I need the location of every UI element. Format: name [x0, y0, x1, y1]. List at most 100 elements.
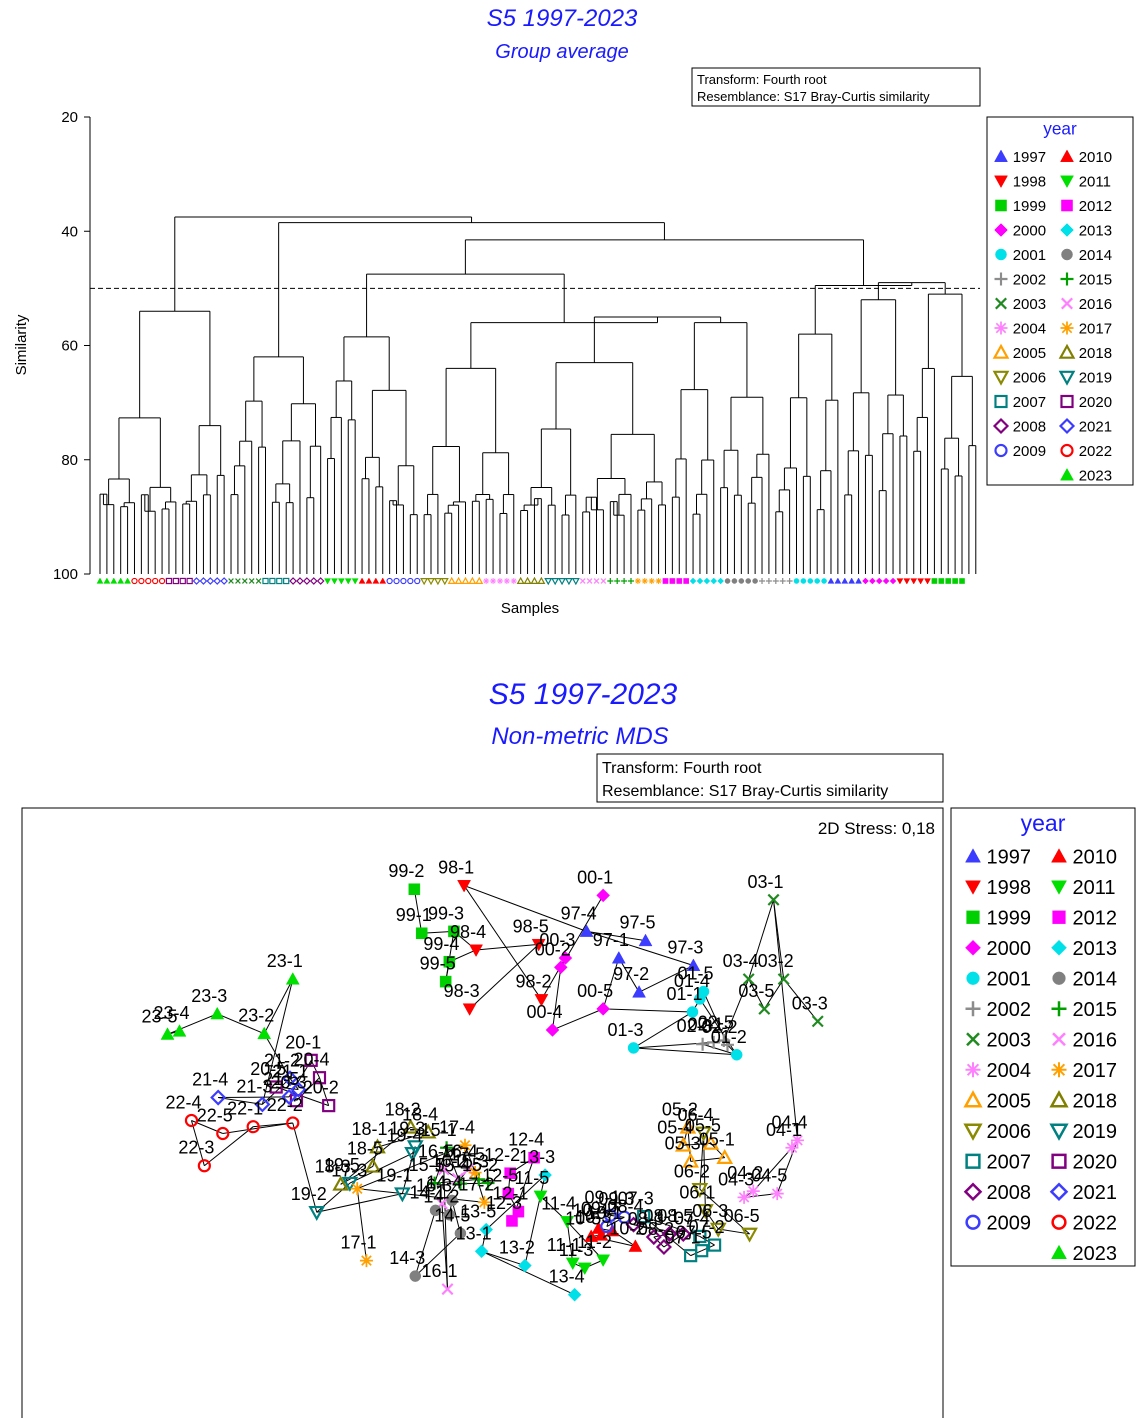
leaf-marker-2002 [779, 578, 786, 584]
point-label: 06-3 [692, 1201, 728, 1221]
point-label: 01-3 [608, 1020, 644, 1040]
legend-marker-2016 [1061, 297, 1073, 310]
point-17-3 [350, 1182, 364, 1196]
point-label: 01-5 [678, 964, 714, 984]
legend-marker-1998 [965, 880, 981, 895]
point-99-4 [443, 955, 456, 968]
point-label: 06-5 [724, 1206, 760, 1226]
leaf-marker-2003 [241, 578, 248, 584]
legend-marker-2003 [966, 1032, 980, 1047]
trajectory-line [653, 1233, 670, 1238]
leaf-marker-2015 [627, 578, 634, 584]
point-label: 17-1 [340, 1233, 376, 1253]
point-98-2 [534, 994, 549, 1007]
leaf-marker-1998 [910, 578, 918, 585]
mds-info-transform: Transform: Fourth root [602, 760, 762, 777]
leaf-marker-2022 [152, 577, 159, 585]
point-label: 10-3 [575, 1207, 611, 1227]
legend-label-2016: 2016 [1073, 1029, 1118, 1051]
trajectory-line [763, 978, 785, 1010]
trajectory-line [340, 1126, 411, 1185]
point-label: 03-4 [723, 951, 759, 971]
point-98-5 [531, 938, 546, 952]
point-label: 97-2 [613, 964, 649, 984]
point-17-1 [359, 1254, 373, 1268]
point-label: 17-3 [331, 1161, 367, 1181]
point-14-3 [409, 1270, 422, 1282]
point-label: 16-3 [416, 1176, 452, 1196]
legend-label-1998: 1998 [1013, 173, 1046, 190]
legend-marker-2005 [992, 343, 1010, 359]
trajectory-line [481, 1250, 575, 1296]
leaf-marker-2016 [586, 578, 593, 584]
point-label: 12-3 [486, 1193, 522, 1213]
point-09-2 [600, 1219, 614, 1234]
leaf-marker-1997 [855, 577, 862, 584]
leaf-marker-2007 [283, 577, 290, 585]
legend-title: year [1021, 810, 1066, 836]
legend-label-2001: 2001 [1013, 247, 1046, 264]
leaf-marker-2019 [551, 577, 560, 586]
legend-marker-2013 [1060, 223, 1074, 237]
point-06-1 [697, 1204, 714, 1220]
legend-marker-2019 [1049, 1123, 1069, 1141]
point-99-2 [408, 883, 421, 895]
legend-label-2019: 2019 [1079, 369, 1112, 386]
point-11-5 [533, 1190, 548, 1204]
point-17-2 [477, 1195, 491, 1209]
leaf-marker-2023 [96, 577, 104, 584]
point-04-2 [746, 1184, 760, 1198]
point-19-4 [404, 1147, 421, 1163]
point-label: 00-3 [539, 930, 575, 950]
legend-label-2021: 2021 [1073, 1182, 1118, 1204]
point-03-2 [777, 973, 790, 986]
trajectory-line [443, 1169, 449, 1290]
point-label: 21-3 [236, 1076, 272, 1096]
point-15-2 [481, 1176, 495, 1190]
point-label: 99-4 [423, 934, 459, 954]
trajectory-line [481, 1250, 526, 1267]
point-18-4 [419, 1123, 437, 1139]
leaf-marker-2019 [544, 577, 553, 586]
legend-label-1998: 1998 [987, 877, 1032, 899]
point-label: 14-3 [389, 1248, 425, 1268]
point-01-2 [730, 1048, 743, 1061]
legend-marker-2023 [1051, 1244, 1067, 1259]
legend-frame [986, 116, 1134, 486]
point-label: 98-1 [438, 858, 474, 878]
legend-marker-1998 [994, 175, 1008, 189]
leaf-marker-2001 [800, 578, 807, 584]
legend-label-2014: 2014 [1079, 247, 1112, 264]
point-label: 00-4 [526, 1002, 562, 1022]
leaf-marker-2021 [220, 577, 228, 585]
legend-marker-2000 [965, 939, 981, 956]
point-08-3 [645, 1229, 662, 1246]
point-label: 22-1 [227, 1099, 263, 1119]
point-06-5 [741, 1227, 758, 1243]
point-18-2 [402, 1118, 420, 1134]
point-22-3 [197, 1159, 211, 1173]
legend-label-2017: 2017 [1073, 1060, 1118, 1082]
mds-panel: S5 1997-2023 Non-metric MDS Transform: F… [21, 678, 1136, 1418]
point-label: 01-4 [674, 971, 710, 991]
trajectory-line [610, 1214, 625, 1218]
leaf-marker-1997 [848, 577, 856, 584]
leaf-marker-2022 [131, 577, 138, 585]
point-label: 14-1 [410, 1182, 446, 1202]
trajectory-line [643, 1216, 701, 1237]
legend-label-2023: 2023 [1079, 467, 1112, 484]
trajectory-line [413, 889, 423, 934]
point-label: 99-3 [428, 903, 464, 923]
leaf-marker-2022 [145, 577, 152, 585]
point-99-3 [448, 925, 460, 938]
legend-marker-2015 [1060, 272, 1074, 286]
point-01-3 [627, 1042, 640, 1054]
leaf-marker-2014 [738, 578, 745, 584]
legend-marker-1999 [966, 910, 980, 924]
legend-label-2015: 2015 [1079, 271, 1112, 288]
point-label: 04-2 [727, 1163, 763, 1183]
legend-label-1999: 1999 [987, 907, 1032, 929]
point-label: 13-5 [460, 1202, 496, 1222]
point-23-4 [172, 1024, 187, 1037]
leaf-marker-2000 [882, 577, 890, 585]
